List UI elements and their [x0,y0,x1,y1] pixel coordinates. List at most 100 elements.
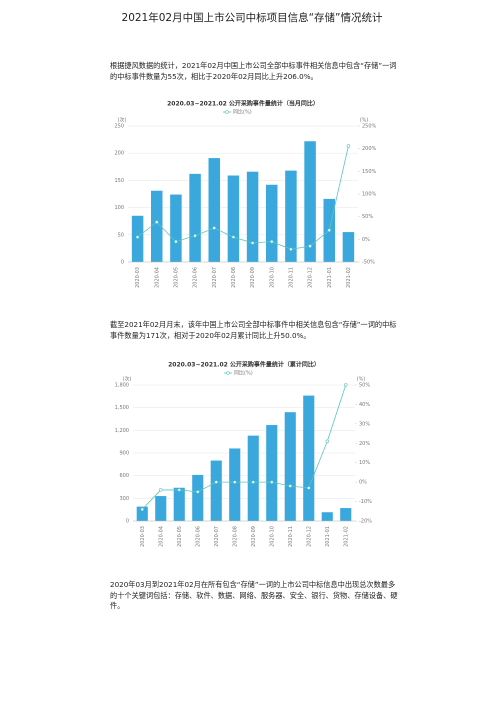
y-tick-label: 100 [114,205,124,211]
bar [136,506,148,521]
y-tick-label: 1,800 [115,383,129,389]
chart-title: 2020.03~2021.02 公开采购事件量统计（当月同比） [167,100,319,108]
line-point [196,490,200,494]
line-point [251,480,255,484]
line-point [250,241,255,245]
y2-tick-label: -20% [359,519,372,525]
bar [342,232,355,262]
bar [266,425,278,521]
y2-tick-label: 40% [359,402,370,408]
y-tick-label: 900 [119,451,129,457]
x-tick-label: 2020-11 [288,526,294,547]
y2-unit: (%) [360,118,369,124]
x-tick-label: 2020-09 [250,267,256,288]
doc-title: 2021年02月中国上市公司中标项目信息“存储”情况统计 [121,12,383,24]
bar [173,487,185,521]
line-point [289,247,293,252]
y-tick-label: 50 [118,232,124,238]
line-point [307,486,311,490]
line-point [214,480,218,484]
y2-tick-label: 0% [359,480,367,486]
y2-unit: (%) [357,377,366,383]
legend-label: 同比(%) [234,370,253,377]
y2-tick-label: 250% [362,124,377,130]
y2-tick-label: 200% [362,146,377,152]
paragraph: 截至2021年02月月末，该年中国上市公司全部中标事件中相关信息包含“存储”一词… [110,320,397,340]
y2-tick-label: -10% [359,499,372,505]
line [137,145,349,250]
x-tick-label: 2021-02 [346,267,352,288]
line-point [270,239,274,244]
line-point [325,439,329,444]
x-tick-label: 2020-04 [154,267,160,288]
x-tick-label: 2021-01 [327,267,333,288]
line-point [155,220,159,224]
x-tick-label: 2020-05 [177,526,183,547]
chart-title: 2020.03~2021.02 公开采购事件量统计（累计同比） [168,361,320,369]
x-tick-label: 2020-11 [288,267,294,288]
y-tick-label: 0 [126,519,129,525]
x-tick-label: 2020-06 [195,526,201,547]
x-tick-label: 2020-07 [212,267,218,288]
bar [304,141,316,262]
bar [247,435,259,521]
y-unit: (次) [123,376,132,383]
legend-label: 同比(%) [233,109,252,116]
x-tick-label: 2020-08 [232,526,238,547]
y-tick-label: 200 [114,151,124,157]
y-tick-label: 250 [114,124,124,130]
y-tick-label: 300 [119,496,129,502]
legend-marker [226,371,230,375]
x-tick-label: 2020-06 [193,267,199,288]
line [141,384,347,510]
bar [192,474,204,521]
line-point [346,144,351,148]
y-tick-label: 600 [119,473,129,479]
x-tick-label: 2020-09 [251,526,257,547]
x-tick-label: 2020-03 [140,526,146,547]
y-tick-label: 1,500 [115,405,129,411]
y2-tick-label: -50% [362,260,375,266]
y2-tick-label: 150% [362,169,377,175]
line-point [177,488,181,492]
bar [155,496,167,521]
bar [170,194,182,262]
line-point [327,228,331,232]
line-point [193,234,197,238]
line-point [174,239,178,244]
legend-marker [225,110,229,114]
line-point [231,235,236,239]
line-point [135,235,140,239]
x-tick-label: 2020-10 [269,267,275,288]
line-point [140,507,144,512]
bar [229,448,241,521]
x-tick-label: 2021-02 [343,526,349,547]
paragraph: 2020年03月到2021年02月在所有包含“存储”一词的上市公司中标信息中出现… [110,580,398,610]
line-point [308,244,312,248]
y-tick-label: 0 [121,260,124,266]
bar [340,508,352,521]
y-tick-label: 150 [114,178,124,184]
y2-tick-label: 20% [359,441,370,447]
bar [208,158,220,262]
line-point [288,484,292,488]
x-tick-label: 2021-01 [325,526,331,547]
y2-tick-label: 0% [362,237,370,243]
bar [266,184,278,262]
bar [303,395,315,521]
y2-tick-label: 50% [359,383,370,389]
y2-tick-label: 50% [362,214,373,220]
x-tick-label: 2020-10 [269,526,275,547]
y2-tick-label: 30% [359,421,370,427]
bar [210,460,222,521]
x-tick-label: 2020-12 [306,526,312,547]
bar [227,175,240,262]
bar [284,412,296,521]
line-point [344,383,348,387]
y-unit: (次) [118,117,127,124]
x-tick-label: 2020-04 [158,526,164,547]
bar [131,215,144,262]
x-tick-label: 2020-03 [135,267,141,288]
x-tick-label: 2020-12 [308,267,314,288]
x-tick-label: 2020-08 [231,267,237,288]
